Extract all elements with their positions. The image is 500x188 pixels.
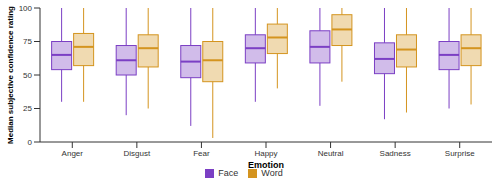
svg-text:100: 100 xyxy=(19,4,33,13)
svg-text:Sadness: Sadness xyxy=(380,149,411,158)
html-text:Word: Word xyxy=(261,168,283,178)
svg-text:Emotion: Emotion xyxy=(248,160,284,170)
svg-text:Fear: Fear xyxy=(193,149,210,158)
svg-text:Anger: Anger xyxy=(62,149,84,158)
svg-text:Happy: Happy xyxy=(254,149,277,158)
svg-text:Neutral: Neutral xyxy=(318,149,344,158)
svg-text:0: 0 xyxy=(28,138,33,147)
svg-text:75: 75 xyxy=(23,37,32,46)
svg-text:Surprise: Surprise xyxy=(445,149,475,158)
svg-text:25: 25 xyxy=(23,104,32,113)
svg-text:50: 50 xyxy=(23,71,32,80)
svg-text:Disgust: Disgust xyxy=(124,149,151,158)
html-text:Face: Face xyxy=(218,168,239,178)
svg-text:Median subjective confidence r: Median subjective confidence rating xyxy=(8,6,15,144)
